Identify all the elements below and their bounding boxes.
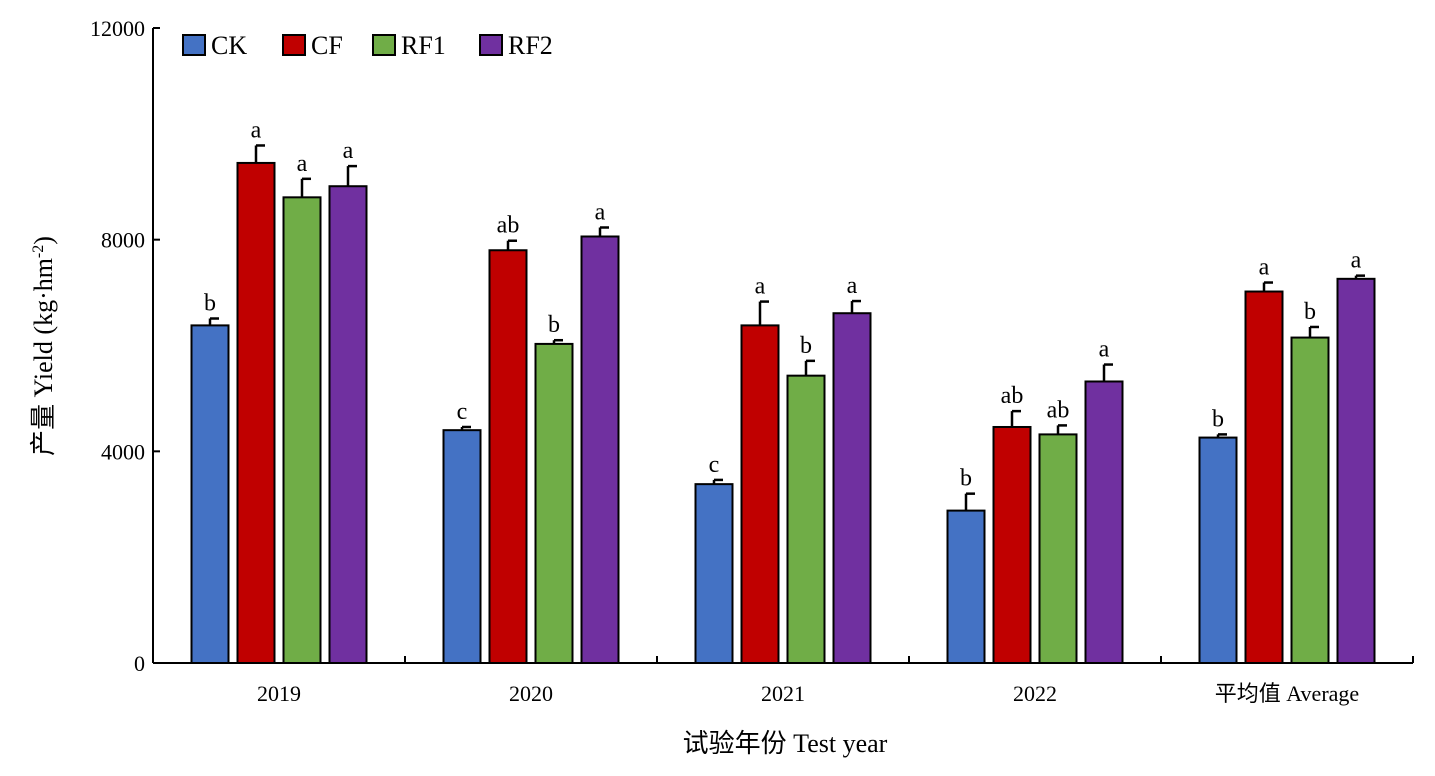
bar (580, 235, 620, 664)
significance-label: ab (1047, 397, 1070, 423)
legend-swatch (372, 34, 396, 56)
significance-label: ab (1001, 383, 1024, 409)
significance-label: c (457, 399, 468, 425)
x-tick-label: 2021 (761, 681, 805, 706)
legend-label: RF1 (401, 31, 446, 60)
significance-label: a (847, 273, 858, 299)
bar (1038, 433, 1078, 664)
y-axis-title-sup: -2 (30, 245, 47, 258)
legend-label: CK (211, 31, 247, 60)
bar (236, 161, 276, 664)
bar (190, 324, 230, 664)
significance-label: b (204, 291, 216, 317)
significance-label: b (960, 466, 972, 492)
bar (328, 185, 368, 665)
bar (992, 425, 1032, 664)
x-axis-title: 试验年份 Test year (683, 729, 888, 758)
bar (282, 196, 322, 664)
significance-label: a (1351, 248, 1362, 274)
x-tick-label: 2019 (257, 681, 301, 706)
bar (1336, 277, 1376, 664)
legend-swatch (182, 34, 206, 56)
legend: CK CF RF1 RF2 (182, 31, 553, 60)
bar (1244, 290, 1284, 664)
x-tick-label: 2020 (509, 681, 553, 706)
significance-label: b (1212, 406, 1224, 432)
significance-label: a (251, 117, 262, 143)
y-tick-label: 4000 (101, 439, 145, 464)
significance-label: a (343, 138, 354, 164)
legend-swatch (479, 34, 503, 56)
legend-swatch (282, 34, 306, 56)
y-tick-label: 0 (134, 651, 145, 676)
significance-label: ab (497, 213, 520, 239)
bar (488, 249, 528, 664)
bar (1084, 380, 1124, 664)
significance-label: a (595, 199, 606, 225)
bar (1290, 336, 1330, 664)
legend-label: CF (311, 31, 343, 60)
x-tick-label: 2022 (1013, 681, 1057, 706)
bar (534, 342, 574, 664)
significance-label: a (1099, 337, 1110, 363)
y-axis-title-en: Yield (kg·hm (29, 258, 58, 397)
y-axis-title-cn: 产量 (29, 404, 58, 456)
bar (442, 429, 482, 664)
bar (832, 312, 872, 664)
y-axis-title: 产量 Yield (kg·hm-2) (29, 236, 58, 456)
bar (740, 324, 780, 664)
significance-label: b (548, 312, 560, 338)
significance-label: a (755, 274, 766, 300)
y-axis-title-close: ) (29, 236, 58, 245)
significance-label: b (800, 333, 812, 359)
significance-label: b (1304, 299, 1316, 325)
significance-label: c (709, 452, 720, 478)
x-tick-label: 平均值 Average (1215, 681, 1359, 706)
bar (946, 509, 986, 664)
y-tick-label: 8000 (101, 228, 145, 253)
legend-label: RF2 (508, 31, 553, 60)
axes: 0 4000 8000 12000 2019 2020 2021 2022 平均值 Averag… (90, 16, 1414, 706)
significance-label: a (297, 151, 308, 177)
bar (694, 483, 734, 664)
significance-label: a (1259, 255, 1270, 281)
y-tick-label: 12000 (90, 16, 145, 41)
bar (1198, 436, 1238, 665)
bar (786, 374, 826, 664)
